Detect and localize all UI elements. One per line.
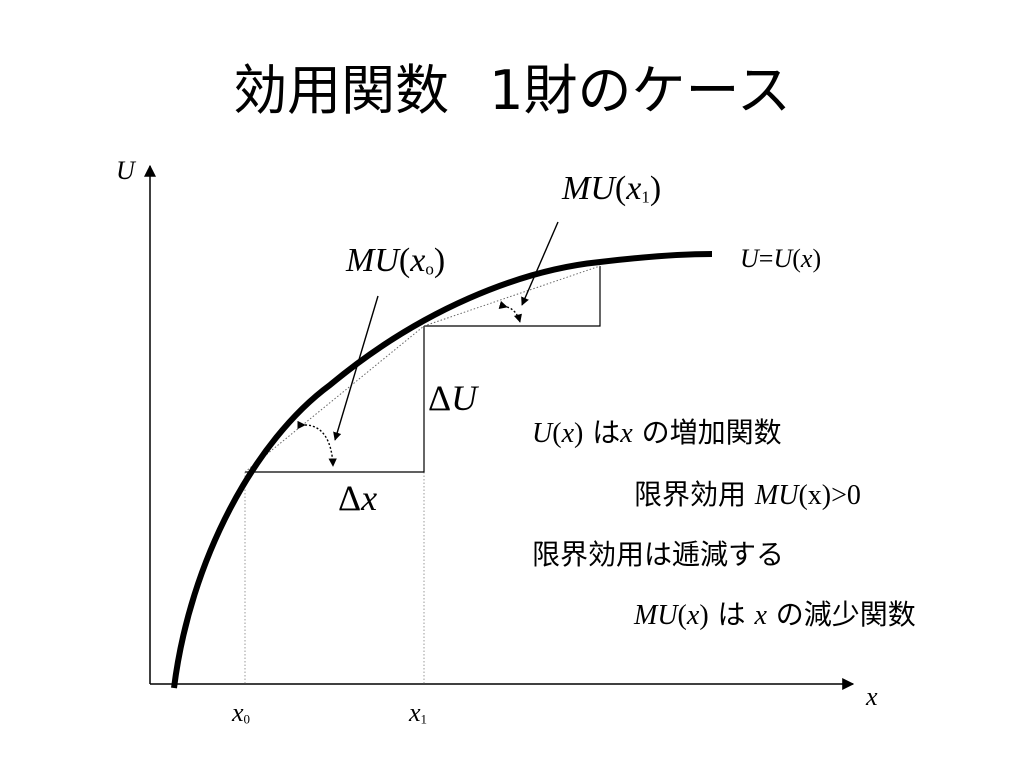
mu-x1-label: MU(x1) xyxy=(562,170,662,207)
title-part2: 1財のケース xyxy=(489,59,791,122)
note-decreasing-function: MU(x) は x の減少関数 xyxy=(634,598,916,631)
x1-tick-label: x1 xyxy=(409,698,428,727)
slide-title: 効用関数 1財のケース xyxy=(0,58,1024,124)
step-triangle-x1 xyxy=(424,266,601,327)
y-axis-label: U xyxy=(116,156,135,185)
delta-x-label: Δx xyxy=(338,478,378,518)
slope-arc-x0 xyxy=(297,420,337,467)
x-axis-label: x xyxy=(866,682,878,711)
x0-tick-label: x0 xyxy=(232,698,251,727)
slope-arc-x1 xyxy=(498,300,522,323)
note-marginal-utility-positive: 限界効用 MU(x)>0 xyxy=(634,478,861,511)
note-increasing-function: U(x) はx の増加関数 xyxy=(532,416,782,449)
note-diminishing-marginal-utility: 限界効用は逓減する xyxy=(532,538,785,571)
utility-curve xyxy=(171,251,713,689)
title-part1: 効用関数 xyxy=(233,59,450,122)
secant-line-x0 xyxy=(244,325,425,473)
mu-x0-label: MU(xo) xyxy=(346,242,446,279)
pointer-arrow-mu1 xyxy=(521,221,559,306)
step-triangle-x0 xyxy=(245,326,425,473)
curve-label: U=U(x) xyxy=(740,244,822,273)
delta-u-label: ΔU xyxy=(428,378,478,418)
pointer-arrow-mu0 xyxy=(333,295,379,441)
tangent-line-x1 xyxy=(423,265,601,327)
